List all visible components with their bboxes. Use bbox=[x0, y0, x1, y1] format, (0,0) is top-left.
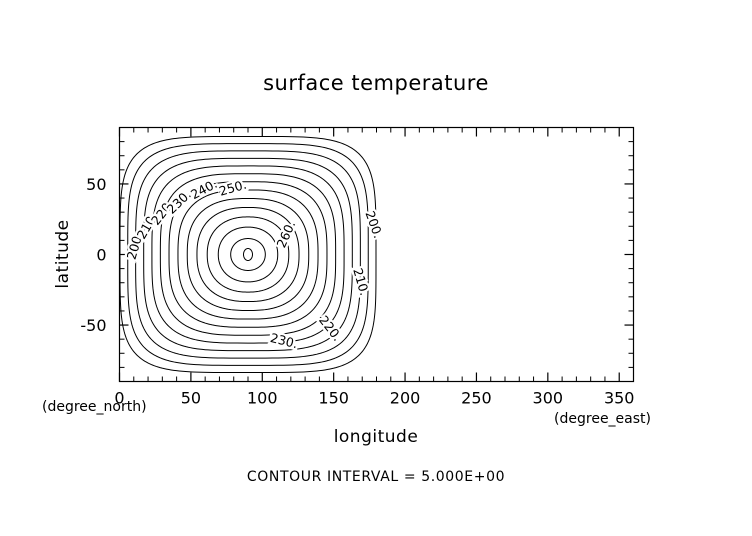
x-axis-unit-right: (degree_east) bbox=[554, 411, 651, 427]
contour-label-text: 230. bbox=[269, 330, 300, 351]
x-tick-label: 350 bbox=[604, 389, 635, 408]
contour-level-205 bbox=[127, 143, 369, 366]
contour-level-260 bbox=[230, 238, 266, 271]
contour-level-220 bbox=[151, 165, 345, 344]
x-tick-label: 100 bbox=[247, 389, 278, 408]
contour-level-210 bbox=[135, 150, 361, 359]
y-axis-label: latitude bbox=[53, 219, 73, 288]
contour-label-text: 250. bbox=[217, 177, 248, 199]
contour-level-215 bbox=[143, 157, 353, 352]
contour-level-225 bbox=[159, 173, 337, 336]
y-tick-label: 50 bbox=[86, 175, 106, 194]
x-tick-label: 250 bbox=[461, 389, 492, 408]
contour-interval-footer: CONTOUR INTERVAL = 5.000E+00 bbox=[247, 469, 505, 485]
contour-level-245 bbox=[196, 206, 300, 303]
y-axis-ticks bbox=[119, 127, 634, 382]
x-axis-ticks bbox=[118, 127, 634, 382]
x-axis-label: longitude bbox=[334, 427, 419, 447]
x-tick-label: 200 bbox=[390, 389, 421, 408]
contour-label-text: 210. bbox=[350, 266, 372, 297]
contour-level-235 bbox=[177, 189, 319, 320]
contour-level-230 bbox=[168, 181, 328, 328]
contour-lines bbox=[119, 136, 377, 373]
contour-level-200 bbox=[119, 136, 377, 373]
x-axis-tick-labels: 0 50 100 150 200 250 300 350 bbox=[114, 389, 634, 408]
contour-level-255 bbox=[217, 226, 279, 283]
y-tick-label: -50 bbox=[80, 316, 106, 335]
y-tick-label: 0 bbox=[96, 246, 106, 265]
x-tick-label: 0 bbox=[114, 389, 124, 408]
x-axis-unit-left: (degree_north) bbox=[42, 399, 147, 415]
y-axis-tick-labels: 50 0 -50 bbox=[80, 175, 106, 335]
contour-level-250 bbox=[206, 216, 290, 293]
x-tick-label: 150 bbox=[318, 389, 349, 408]
page-title: surface temperature bbox=[263, 71, 489, 95]
contour-level-240 bbox=[186, 198, 310, 311]
contour-level-265 bbox=[243, 248, 253, 261]
x-tick-label: 50 bbox=[181, 389, 201, 408]
x-tick-label: 300 bbox=[533, 389, 564, 408]
contour-label-text: 200. bbox=[124, 230, 146, 261]
